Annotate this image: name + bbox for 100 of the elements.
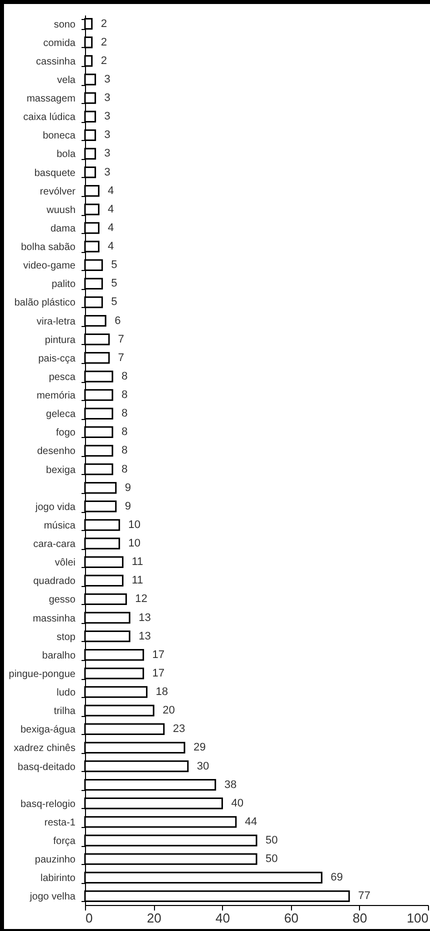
- y-tick-label: gesso: [48, 594, 76, 606]
- data-label: 3: [104, 166, 110, 178]
- data-label: 40: [231, 797, 244, 810]
- data-label: 8: [121, 463, 128, 476]
- data-label: 12: [135, 593, 148, 606]
- y-tick-label: bolha sabão: [21, 242, 76, 254]
- data-label: 23: [172, 723, 186, 736]
- data-label: 8: [121, 408, 128, 420]
- data-label: 10: [128, 538, 141, 550]
- y-tick-label: stop: [56, 632, 76, 643]
- y-tick-label: basq-relogio: [20, 798, 76, 810]
- data-label: 3: [104, 129, 110, 142]
- y-tick-label: bexiga-água: [20, 724, 76, 736]
- y-tick-label: dama: [50, 223, 76, 234]
- data-label: 17: [152, 667, 165, 680]
- y-tick-label: memória: [36, 390, 76, 402]
- y-tick-label: wuush: [46, 204, 76, 216]
- data-label: 9: [124, 500, 131, 512]
- data-label: 4: [108, 240, 114, 253]
- data-label: 4: [108, 203, 114, 216]
- y-tick-label: jogo velha: [28, 892, 76, 903]
- x-tick-label: 100: [406, 910, 428, 926]
- y-tick-label: música: [44, 520, 76, 532]
- y-tick-label: desenho: [37, 446, 76, 458]
- data-label: 13: [138, 630, 151, 642]
- y-tick-label: sono: [54, 19, 76, 30]
- y-tick-label: labirinto: [40, 873, 76, 884]
- data-label: 3: [104, 148, 110, 160]
- data-label: 5: [111, 278, 118, 290]
- data-label: 3: [104, 92, 110, 104]
- data-label: 7: [118, 333, 124, 346]
- data-label: 13: [138, 612, 151, 624]
- y-tick-label: jogo vida: [34, 502, 76, 513]
- data-label: 8: [121, 426, 128, 438]
- data-label: 18: [156, 686, 168, 698]
- y-tick-label: boneca: [42, 130, 76, 142]
- data-label: 6: [114, 314, 121, 327]
- data-label: 2: [100, 54, 107, 67]
- data-label: 38: [224, 778, 237, 791]
- y-tick-label: pais-cça: [38, 353, 76, 364]
- data-label: 50: [266, 853, 278, 866]
- y-tick-label: vira-letra: [36, 316, 76, 328]
- y-tick-label: baralho: [42, 650, 76, 662]
- y-tick-label: palito: [52, 279, 76, 290]
- x-tick-label: 20: [146, 910, 162, 926]
- data-label: 2: [100, 36, 107, 48]
- y-tick-label: fogo: [56, 428, 76, 439]
- y-tick-label: quadrado: [33, 576, 76, 588]
- y-tick-label: bola: [56, 149, 76, 160]
- x-tick-label: 0: [86, 910, 93, 926]
- data-label: 4: [108, 184, 114, 197]
- data-label: 9: [124, 482, 131, 494]
- data-label: 69: [330, 872, 343, 884]
- data-label: 10: [128, 518, 141, 531]
- data-label: 50: [266, 834, 278, 846]
- y-tick-label: ludo: [56, 688, 76, 699]
- x-tick-label: 60: [284, 910, 299, 926]
- data-label: 2: [100, 18, 107, 30]
- data-label: 8: [121, 370, 128, 382]
- data-label: 8: [121, 444, 128, 457]
- data-label: 8: [121, 389, 128, 402]
- y-tick-label: massagem: [26, 94, 76, 105]
- y-tick-label: pauzinho: [34, 854, 76, 866]
- y-tick-label: basquete: [34, 168, 76, 179]
- y-tick-label: caixa lúdica: [23, 112, 76, 124]
- y-tick-label: trilha: [54, 706, 76, 718]
- y-tick-label: balão plástico: [14, 298, 76, 309]
- y-tick-label: comida: [43, 38, 76, 49]
- data-label: 5: [111, 259, 118, 272]
- y-tick-label: cara-cara: [33, 539, 76, 550]
- data-label: 17: [152, 648, 165, 661]
- y-tick-label: basq-deitado: [18, 762, 76, 773]
- y-tick-label: massinha: [32, 613, 76, 624]
- data-label: 7: [118, 352, 124, 364]
- y-tick-label: força: [53, 836, 76, 847]
- data-label: 11: [132, 556, 144, 568]
- y-tick-label: pesca: [48, 372, 76, 383]
- data-label: 30: [196, 760, 210, 772]
- data-label: 3: [104, 110, 110, 123]
- y-tick-label: xadrez chinês: [14, 743, 76, 754]
- x-tick-label: 80: [352, 910, 368, 926]
- x-tick-label: 40: [215, 910, 230, 926]
- y-tick-label: cassinha: [36, 56, 76, 68]
- y-tick-label: revólver: [40, 186, 76, 198]
- y-tick-label: pintura: [44, 334, 76, 346]
- y-tick-label: pingue-pongue: [8, 668, 76, 680]
- y-tick-label: vôlei: [54, 558, 76, 569]
- data-label: 11: [132, 574, 144, 587]
- data-label: 77: [358, 890, 370, 902]
- data-label: 3: [104, 74, 110, 86]
- y-tick-label: geleca: [46, 409, 76, 420]
- data-label: 20: [162, 704, 175, 717]
- data-label: 29: [193, 742, 206, 754]
- y-tick-label: bexiga: [46, 464, 76, 476]
- data-label: 5: [111, 296, 118, 308]
- data-label: 44: [244, 816, 258, 828]
- data-label: 4: [108, 222, 114, 234]
- y-tick-label: resta-1: [44, 817, 76, 828]
- y-tick-label: vela: [57, 75, 76, 86]
- y-tick-label: video-game: [23, 260, 76, 272]
